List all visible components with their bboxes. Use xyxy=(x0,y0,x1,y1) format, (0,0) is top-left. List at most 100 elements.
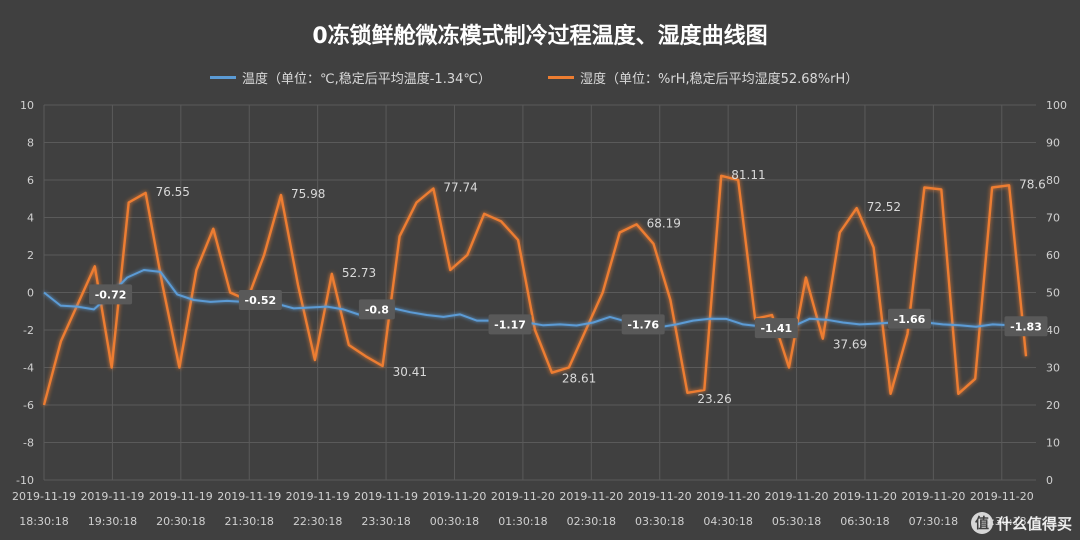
humidity-data-label: 72.52 xyxy=(867,200,901,214)
x-tick-date: 2019-11-20 xyxy=(833,490,897,503)
x-tick-date: 2019-11-20 xyxy=(901,490,965,503)
y-right-tick-label: 40 xyxy=(1046,324,1060,337)
humidity-data-label: 23.26 xyxy=(697,392,731,406)
humidity-data-label: 81.11 xyxy=(731,168,765,182)
x-tick-label: 2019-11-20 01:30:18 xyxy=(491,490,555,528)
temperature-data-label-bg xyxy=(621,314,665,335)
x-tick-time: 00:30:18 xyxy=(430,515,479,528)
legend: 温度（单位：℃,稳定后平均温度-1.34℃） 湿度（单位：%rH,稳定后平均湿度… xyxy=(0,68,1080,88)
temperature-data-label: -0.72 xyxy=(95,288,127,301)
humidity-data-label: 76.55 xyxy=(156,185,190,199)
x-tick-label: 2019-11-19 23:30:18 xyxy=(354,490,418,528)
x-tick-label: 2019-11-20 06:30:18 xyxy=(833,490,897,528)
y-left-tick-label: -4 xyxy=(23,362,34,375)
x-tick-date: 2019-11-19 xyxy=(354,490,418,503)
y-left-tick-label: -8 xyxy=(23,437,34,450)
temperature-data-label: -1.76 xyxy=(627,318,659,331)
temperature-data-label: -0.52 xyxy=(245,294,277,307)
humidity-data-label: 28.61 xyxy=(562,372,596,386)
y-right-tick-label: 0 xyxy=(1046,474,1053,487)
x-tick-label: 2019-11-19 18:30:18 xyxy=(12,490,76,528)
x-tick-time: 22:30:18 xyxy=(293,515,342,528)
x-tick-date: 2019-11-20 xyxy=(970,490,1034,503)
x-tick-label: 2019-11-19 22:30:18 xyxy=(286,490,350,528)
x-tick-label: 2019-11-20 04:30:18 xyxy=(696,490,760,528)
legend-swatch-humidity xyxy=(548,76,574,79)
x-tick-label: 2019-11-19 20:30:18 xyxy=(149,490,213,528)
x-tick-time: 23:30:18 xyxy=(361,515,410,528)
watermark: 值 什么值得买 xyxy=(970,512,1072,534)
temperature-data-label: -1.41 xyxy=(760,322,792,335)
humidity-data-label: 68.19 xyxy=(647,216,681,230)
temperature-data-label: -0.8 xyxy=(365,303,389,316)
legend-label-humidity: 湿度（单位：%rH,稳定后平均湿度52.68%rH） xyxy=(580,72,859,87)
x-tick-label: 2019-11-19 21:30:18 xyxy=(217,490,281,528)
y-right-tick-label: 50 xyxy=(1046,287,1060,300)
chart-title: 0冻锁鲜舱微冻模式制冷过程温度、湿度曲线图 xyxy=(312,24,768,49)
x-tick-time: 02:30:18 xyxy=(567,515,616,528)
temperature-data-label: -1.66 xyxy=(894,313,926,326)
humidity-data-label: 37.69 xyxy=(833,338,867,352)
temperature-data-label-bg xyxy=(488,314,532,335)
temperature-data-label-bg xyxy=(1004,316,1048,337)
y-left-tick-label: -6 xyxy=(23,399,34,412)
temperature-data-label: -1.83 xyxy=(1010,320,1042,333)
x-tick-label: 2019-11-20 07:30:18 xyxy=(901,490,965,528)
y-left-tick-label: 10 xyxy=(20,99,34,112)
temperature-data-label-bg xyxy=(754,318,798,339)
x-tick-time: 01:30:18 xyxy=(498,515,547,528)
x-tick-time: 05:30:18 xyxy=(772,515,821,528)
x-tick-date: 2019-11-19 xyxy=(12,490,76,503)
y-right-tick-label: 70 xyxy=(1046,212,1060,225)
x-tick-date: 2019-11-20 xyxy=(559,490,623,503)
y-left-tick-label: 0 xyxy=(27,287,34,300)
x-tick-time: 07:30:18 xyxy=(909,515,958,528)
y-left-tick-label: 2 xyxy=(27,249,34,262)
y-left-tick-label: 6 xyxy=(27,174,34,187)
y-right-tick-label: 90 xyxy=(1046,137,1060,150)
x-tick-date: 2019-11-19 xyxy=(80,490,144,503)
x-tick-label: 2019-11-19 19:30:18 xyxy=(80,490,144,528)
x-tick-label: 2019-11-20 02:30:18 xyxy=(559,490,623,528)
humidity-data-label: 30.41 xyxy=(393,365,427,379)
y-right-tick-label: 80 xyxy=(1046,174,1060,187)
y-left-tick-label: 8 xyxy=(27,137,34,150)
y-right-tick-label: 30 xyxy=(1046,362,1060,375)
x-tick-time: 20:30:18 xyxy=(156,515,205,528)
temperature-data-label-bg xyxy=(89,284,133,305)
humidity-data-label: 52.73 xyxy=(342,266,376,280)
x-tick-date: 2019-11-19 xyxy=(217,490,281,503)
y-right-tick-label: 10 xyxy=(1046,437,1060,450)
x-tick-time: 21:30:18 xyxy=(225,515,274,528)
legend-item-humidity[interactable]: 湿度（单位：%rH,稳定后平均湿度52.68%rH） xyxy=(548,68,858,87)
x-tick-date: 2019-11-20 xyxy=(765,490,829,503)
y-right-tick-label: 100 xyxy=(1046,99,1067,112)
x-tick-date: 2019-11-20 xyxy=(628,490,692,503)
temperature-data-label-bg xyxy=(238,290,282,310)
y-left-tick-label: 4 xyxy=(27,212,34,225)
x-tick-label: 2019-11-20 00:30:18 xyxy=(423,490,487,528)
y-right-tick-label: 20 xyxy=(1046,399,1060,412)
x-tick-date: 2019-11-20 xyxy=(491,490,555,503)
x-tick-time: 19:30:18 xyxy=(88,515,137,528)
x-tick-date: 2019-11-20 xyxy=(696,490,760,503)
humidity-data-label: 78.6 xyxy=(1019,177,1046,191)
humidity-data-label: 75.98 xyxy=(291,187,325,201)
temperature-data-label: -1.17 xyxy=(494,318,526,331)
x-tick-date: 2019-11-20 xyxy=(423,490,487,503)
legend-item-temperature[interactable]: 温度（单位：℃,稳定后平均温度-1.34℃） xyxy=(210,68,491,87)
x-tick-date: 2019-11-19 xyxy=(149,490,213,503)
x-tick-time: 18:30:18 xyxy=(19,515,68,528)
x-tick-label: 2019-11-20 03:30:18 xyxy=(628,490,692,528)
y-right-tick-label: 60 xyxy=(1046,249,1060,262)
x-tick-date: 2019-11-19 xyxy=(286,490,350,503)
x-tick-time: 04:30:18 xyxy=(703,515,752,528)
legend-label-temperature: 温度（单位：℃,稳定后平均温度-1.34℃） xyxy=(242,72,491,87)
humidity-line xyxy=(42,174,1028,406)
legend-swatch-temperature xyxy=(210,76,236,79)
temperature-data-label-bg xyxy=(887,308,931,329)
y-left-tick-label: -10 xyxy=(16,474,34,487)
temperature-data-label-bg xyxy=(358,299,395,320)
